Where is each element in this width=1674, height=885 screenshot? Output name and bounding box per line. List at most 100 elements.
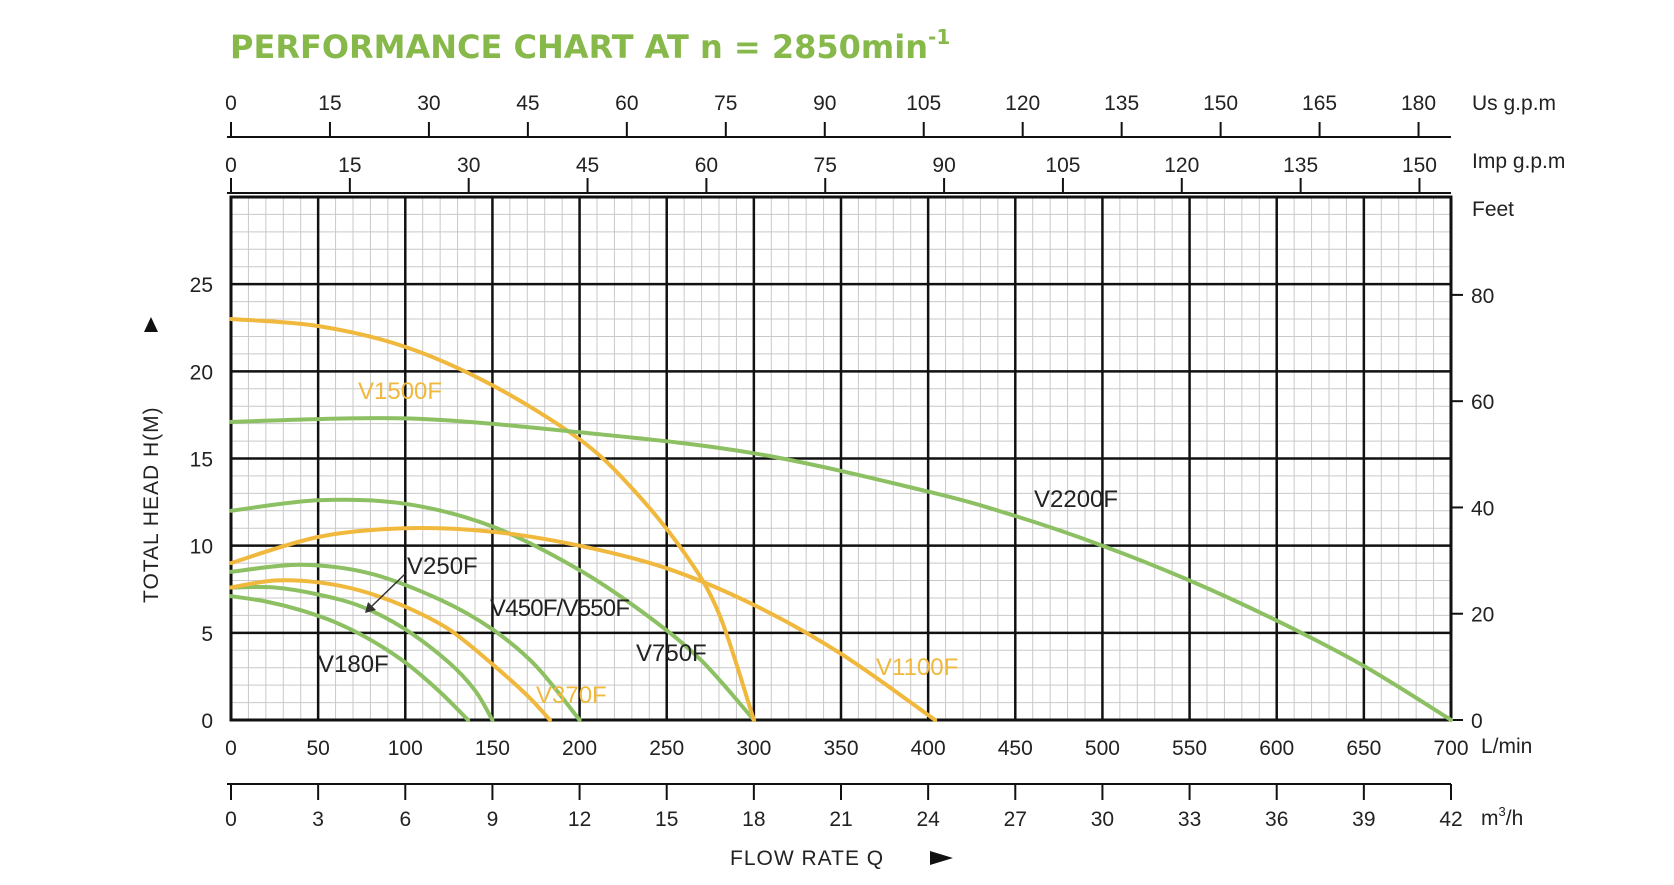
x-tick-label: 550 xyxy=(1172,737,1207,760)
m3h-tick-label: 30 xyxy=(1091,808,1114,831)
curve-v180f xyxy=(229,594,470,722)
y-tick-label: 25 xyxy=(190,274,213,297)
curve-label-v2200f: V2200F xyxy=(1034,486,1118,513)
y-axis-arrow-icon xyxy=(144,317,158,332)
y-tick-label: 5 xyxy=(201,623,213,646)
top-tick-label: 30 xyxy=(457,154,480,177)
lmin-unit: L/min xyxy=(1481,735,1532,758)
top-tick-label: 30 xyxy=(417,92,440,115)
feet-tick-label: 0 xyxy=(1471,710,1483,733)
curve-v250f xyxy=(229,584,495,722)
x-axis-arrow-icon xyxy=(930,851,953,865)
curve-v2200f xyxy=(229,416,1453,722)
m3h-tick-label: 33 xyxy=(1178,808,1201,831)
curve-label-v370f: V370F xyxy=(536,682,607,709)
chart-title-main: PERFORMANCE CHART AT n = 2850min xyxy=(230,28,928,66)
x-tick-label: 350 xyxy=(823,737,858,760)
top-tick-label: 105 xyxy=(1045,154,1080,177)
curve-label-v450f-v550f: V450F/V550F xyxy=(490,595,630,622)
x-tick-label: 250 xyxy=(649,737,684,760)
x-tick-label: 450 xyxy=(998,737,1033,760)
us-gpm-unit: Us g.p.m xyxy=(1472,92,1556,115)
curves xyxy=(229,317,1453,722)
y-tick-label: 10 xyxy=(190,536,213,559)
top-tick-label: 180 xyxy=(1401,92,1436,115)
curve-v1500f xyxy=(229,317,756,722)
top-tick-label: 105 xyxy=(906,92,941,115)
m3h-tick-label: 42 xyxy=(1439,808,1462,831)
chart-title-superscript: -1 xyxy=(928,25,950,49)
x-tick-label: 200 xyxy=(562,737,597,760)
m3h-tick-label: 15 xyxy=(655,808,678,831)
x-tick-label: 650 xyxy=(1346,737,1381,760)
left-axis: 0 5 10 15 20 25 xyxy=(190,274,213,733)
curve-label-v1100f: V1100F xyxy=(876,654,958,681)
top-tick-label: 15 xyxy=(338,154,361,177)
top-tick-label: 0 xyxy=(225,92,237,115)
curve-v750f xyxy=(229,497,756,722)
top-tick-label: 90 xyxy=(813,92,836,115)
m3h-tick-label: 12 xyxy=(568,808,591,831)
curve-v450f-v550f xyxy=(229,562,582,722)
chart-title: PERFORMANCE CHART AT n = 2850min-1 xyxy=(230,25,950,66)
x-axis-title: FLOW RATE Q xyxy=(730,847,884,870)
m3h-tick-label: 27 xyxy=(1004,808,1027,831)
curve-label-v750f: V750F xyxy=(636,640,707,667)
top-tick-label: 60 xyxy=(695,154,718,177)
x-tick-label: 150 xyxy=(475,737,510,760)
feet-tick-label: 20 xyxy=(1471,604,1494,627)
feet-unit: Feet xyxy=(1472,198,1514,221)
top-tick-label: 120 xyxy=(1005,92,1040,115)
m3h-unit: m3/h xyxy=(1481,804,1523,830)
m3h-tick-label: 3 xyxy=(312,808,324,831)
x-tick-label: 700 xyxy=(1433,737,1468,760)
top-tick-label: 75 xyxy=(814,154,837,177)
curve-label-v250f: V250F xyxy=(407,553,478,580)
curve-v370f xyxy=(229,578,552,722)
m3h-tick-label: 0 xyxy=(225,808,237,831)
curve-label-v1500f: V1500F xyxy=(358,378,442,405)
x-tick-label: 300 xyxy=(736,737,771,760)
x-tick-label: 400 xyxy=(911,737,946,760)
m3h-tick-label: 6 xyxy=(399,808,411,831)
m3h-tick-label: 36 xyxy=(1265,808,1288,831)
top-tick-label: 60 xyxy=(615,92,638,115)
top-tick-label: 120 xyxy=(1164,154,1199,177)
m3h-tick-label: 9 xyxy=(487,808,499,831)
y-tick-label: 20 xyxy=(190,361,213,384)
top-tick-label: 150 xyxy=(1402,154,1437,177)
x-tick-label: 600 xyxy=(1259,737,1294,760)
top-tick-label: 45 xyxy=(576,154,599,177)
y-tick-label: 15 xyxy=(190,449,213,472)
plot-frame xyxy=(229,195,1453,722)
top-tick-label: 90 xyxy=(932,154,955,177)
feet-tick-label: 80 xyxy=(1471,285,1494,308)
m3h-tick-label: 39 xyxy=(1352,808,1375,831)
y-axis-title: TOTAL HEAD H(M) xyxy=(140,406,163,603)
feet-tick-label: 40 xyxy=(1471,497,1494,520)
top-axes: 0 15 30 45 60 75 90 105 120 135 150 165 180 0 15 30 45 60… xyxy=(225,92,1451,194)
top-tick-label: 0 xyxy=(225,154,237,177)
x-tick-label: 0 xyxy=(225,737,237,760)
x-tick-label: 100 xyxy=(388,737,423,760)
leader-line xyxy=(371,573,406,607)
curve-label-v180f: V180F xyxy=(318,651,389,678)
m3h-tick-label: 24 xyxy=(916,808,940,831)
right-axis: 0 20 40 60 80 xyxy=(1451,285,1494,733)
top-tick-label: 165 xyxy=(1302,92,1337,115)
feet-tick-label: 60 xyxy=(1471,391,1494,414)
top-tick-label: 135 xyxy=(1283,154,1318,177)
top-tick-label: 45 xyxy=(516,92,539,115)
top-tick-label: 135 xyxy=(1104,92,1139,115)
top-tick-label: 75 xyxy=(714,92,737,115)
leader-arrow-icon xyxy=(365,602,376,613)
m3h-tick-label: 21 xyxy=(829,808,852,831)
y-tick-label: 0 xyxy=(201,710,213,733)
curve-v1100f xyxy=(229,525,938,722)
top-tick-label: 15 xyxy=(318,92,341,115)
x-tick-label: 50 xyxy=(306,737,329,760)
bottom-axes: 0 50 100 150 200 250 300 350 400 450 500 550 600 650 7… xyxy=(225,737,1468,831)
m3h-tick-label: 18 xyxy=(742,808,765,831)
